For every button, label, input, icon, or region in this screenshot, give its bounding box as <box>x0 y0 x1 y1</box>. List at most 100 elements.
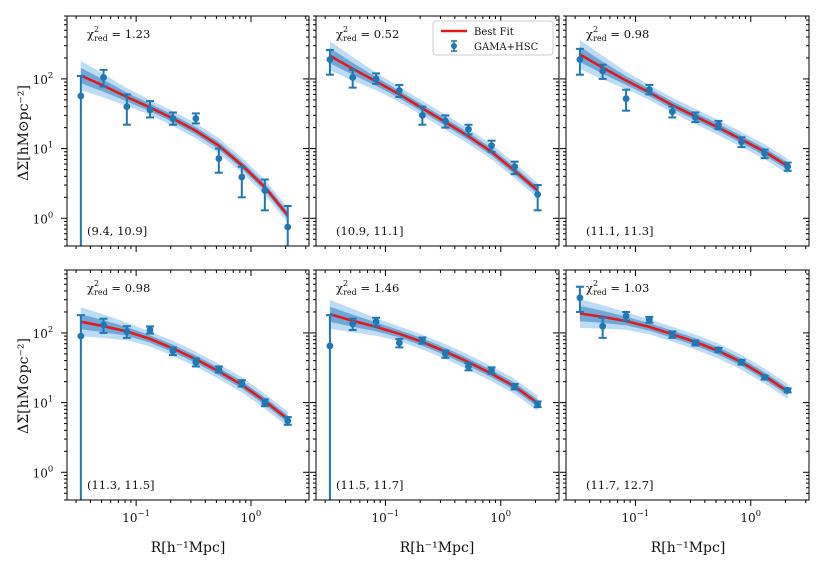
legend-box <box>432 20 554 56</box>
data-point <box>738 358 745 366</box>
panel-frame <box>565 15 810 247</box>
data-point <box>77 332 85 340</box>
data-point <box>511 383 519 390</box>
data-point <box>691 339 699 347</box>
data-point <box>668 108 676 115</box>
x-tick-label: 100 <box>490 509 511 525</box>
data-point <box>418 111 426 119</box>
data-point <box>576 294 584 302</box>
data-point <box>645 86 653 94</box>
plot-area <box>575 285 792 399</box>
chi2-label: χ2 red = 1.46 <box>336 279 399 297</box>
x-tick-label: 10−1 <box>122 509 150 525</box>
best-fit-line <box>80 74 289 217</box>
data-point <box>534 400 542 408</box>
data-point <box>395 87 403 94</box>
y-axis-label-top: ΔΣ[hM⊙pc⁻²] <box>16 85 32 181</box>
data-point <box>192 358 200 366</box>
data-point <box>349 74 357 81</box>
data-point <box>146 326 154 334</box>
chi2-label: χ2 red = 0.52 <box>336 25 399 43</box>
inner-band <box>80 314 288 423</box>
y-axis-label-bottom: ΔΣ[hM⊙pc⁻²] <box>16 338 32 434</box>
x-tick-label: 10−1 <box>622 509 650 525</box>
data-point <box>441 350 449 358</box>
inner-band <box>579 305 788 396</box>
plot-area <box>325 41 542 212</box>
data-point <box>645 316 653 324</box>
inner-band <box>329 306 538 407</box>
plot-area <box>325 299 542 500</box>
data-point <box>465 125 472 133</box>
data-point <box>784 386 792 394</box>
x-tick-label: 100 <box>740 509 761 525</box>
mass-bin-label: (11.1, 11.3] <box>586 224 654 238</box>
panel-frame <box>315 269 560 501</box>
best-fit-line <box>579 312 789 393</box>
best-fit-line <box>579 53 789 168</box>
y-tick-label: 102 <box>33 325 54 341</box>
panel-3: χ2 red = 0.98 (11.1, 11.3] <box>560 15 810 252</box>
data-point <box>261 187 269 194</box>
inner-band <box>579 46 788 170</box>
outer-band <box>329 41 538 199</box>
best-fit-line <box>80 320 289 421</box>
data-point <box>599 322 607 330</box>
data-point <box>576 56 584 63</box>
panel-2: χ2 red = 0.52 (10.9, 11.1] <box>310 15 560 252</box>
chi2-label: χ2 red = 1.23 <box>87 25 150 43</box>
inner-band <box>80 67 288 220</box>
data-point <box>784 163 792 171</box>
plot-area <box>76 61 292 246</box>
legend-fit-label: Best Fit <box>474 27 514 38</box>
panel-1: 100 101 102 χ2 red = 1.23 (9.4, 10.9] <box>33 15 310 252</box>
chi2-label: χ2 red = 1.03 <box>586 279 649 297</box>
data-point <box>192 115 200 122</box>
data-point <box>761 150 769 157</box>
plot-area <box>575 39 792 174</box>
data-point <box>599 67 607 75</box>
data-point <box>100 74 107 81</box>
data-point <box>622 312 630 320</box>
data-point <box>100 321 107 329</box>
data-point <box>534 191 542 198</box>
data-point <box>284 417 292 425</box>
mass-bin-label: (9.4, 10.9] <box>87 224 147 238</box>
panel-4: 10−1 100 100 101 102 χ2 red = 0.98 (11.3, 11.5] <box>33 269 310 525</box>
chi2-label: χ2 red = 0.98 <box>586 25 649 43</box>
data-point <box>465 363 472 370</box>
data-point <box>261 399 269 406</box>
data-point <box>215 365 223 373</box>
x-axis-label-left: R[h⁻¹Mpc] <box>151 540 226 556</box>
data-point <box>441 117 449 125</box>
data-point <box>738 138 745 146</box>
panel-frame <box>315 15 560 247</box>
x-axis-label-middle: R[h⁻¹Mpc] <box>400 540 475 556</box>
data-point <box>169 115 177 122</box>
mass-bin-label: (11.5, 11.7] <box>336 478 404 492</box>
data-point <box>215 155 223 162</box>
data-point <box>238 173 246 181</box>
best-fit-line <box>329 313 539 405</box>
data-point <box>146 106 154 114</box>
y-tick-label: 102 <box>33 71 54 87</box>
data-point <box>418 337 426 344</box>
y-tick-label: 101 <box>33 141 54 157</box>
panel-6: 10−1 100 χ2 red = 1.03 (11.7, 12.7] <box>560 269 810 525</box>
data-point <box>238 379 246 387</box>
data-point <box>123 328 131 335</box>
data-point <box>372 318 380 326</box>
legend-point-swatch <box>451 43 457 49</box>
data-point <box>326 56 334 63</box>
chi2-label: χ2 red = 0.98 <box>87 279 150 297</box>
data-point <box>372 75 380 83</box>
data-point <box>715 121 722 129</box>
data-point <box>691 114 699 121</box>
x-tick-label: 100 <box>241 509 262 525</box>
panel-frame <box>66 15 310 247</box>
best-fit-line <box>329 54 539 192</box>
mass-bin-label: (11.3, 11.5] <box>87 478 155 492</box>
x-axis-label-right: R[h⁻¹Mpc] <box>651 540 726 556</box>
data-point <box>326 342 334 350</box>
